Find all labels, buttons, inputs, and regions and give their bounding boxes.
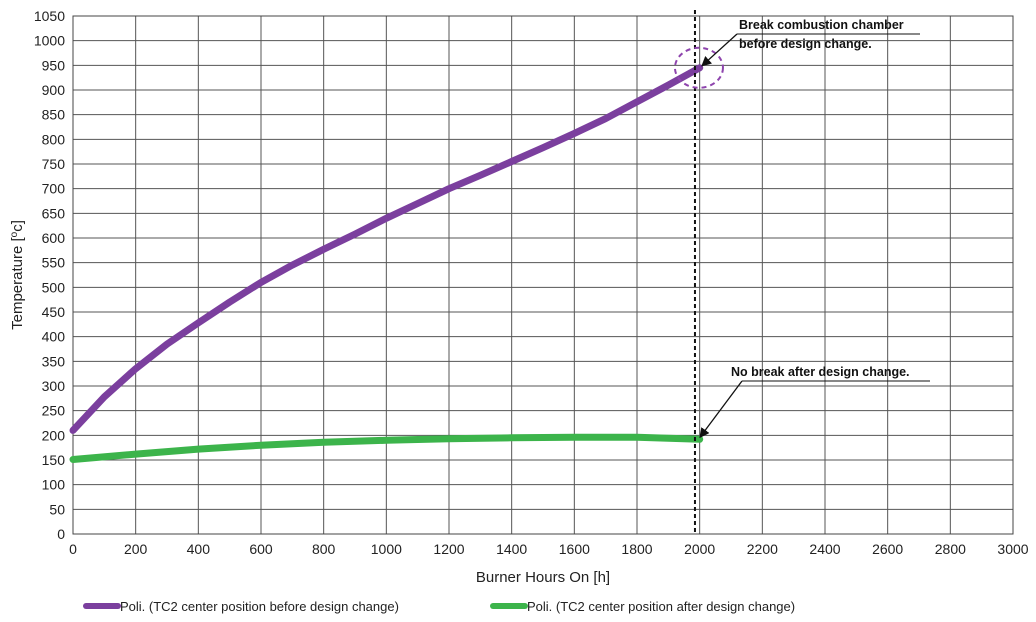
y-tick-label: 350 xyxy=(42,353,66,369)
y-axis-title: Temperature [oc] xyxy=(9,220,27,330)
y-tick-label: 750 xyxy=(42,156,66,172)
y-tick-label: 250 xyxy=(42,403,66,419)
y-tick-label: 950 xyxy=(42,57,66,73)
y-tick-label: 450 xyxy=(42,304,66,320)
legend-item-after: Poli. (TC2 center position after design … xyxy=(490,599,795,614)
legend-label-before: Poli. (TC2 center position before design… xyxy=(120,599,399,614)
y-axis-title-unit: c] xyxy=(9,220,26,232)
x-tick-label: 3000 xyxy=(997,541,1028,557)
annotations: Break combustion chamber before design ch… xyxy=(673,18,930,439)
y-tick-label: 1050 xyxy=(34,8,65,24)
y-tick-label: 100 xyxy=(42,477,66,493)
break-annotation-line-1: Break combustion chamber xyxy=(739,18,904,32)
y-tick-label: 800 xyxy=(42,131,66,147)
y-tick-label: 1000 xyxy=(34,33,65,49)
y-tick-label: 300 xyxy=(42,378,66,394)
x-tick-label: 1000 xyxy=(371,541,402,557)
x-tick-label: 2000 xyxy=(684,541,715,557)
y-tick-label: 900 xyxy=(42,82,66,98)
x-tick-label: 2800 xyxy=(935,541,966,557)
x-tick-label: 1600 xyxy=(559,541,590,557)
break-annotation-line-2: before design change. xyxy=(739,37,872,51)
grid-lines xyxy=(72,15,1014,535)
x-tick-label: 2200 xyxy=(747,541,778,557)
y-axis-title-main: Temperature [ xyxy=(9,237,26,330)
y-tick-label: 0 xyxy=(57,526,65,542)
y-tick-label: 700 xyxy=(42,181,66,197)
x-tick-label: 2400 xyxy=(809,541,840,557)
break-arrow xyxy=(701,33,738,67)
legend-item-before: Poli. (TC2 center position before design… xyxy=(83,599,399,614)
x-tick-label: 1400 xyxy=(496,541,527,557)
x-tick-label: 800 xyxy=(312,541,336,557)
x-tick-label: 1800 xyxy=(621,541,652,557)
x-tick-label: 400 xyxy=(187,541,211,557)
x-tick-label: 1200 xyxy=(433,541,464,557)
legend-label-after: Poli. (TC2 center position after design … xyxy=(527,599,795,614)
y-tick-label: 200 xyxy=(42,427,66,443)
legend: Poli. (TC2 center position before design… xyxy=(83,599,795,614)
plot-frame xyxy=(72,15,1014,535)
y-tick-label: 650 xyxy=(42,205,66,221)
x-tick-label: 2600 xyxy=(872,541,903,557)
y-tick-label: 50 xyxy=(49,501,65,517)
x-tick-label: 600 xyxy=(249,541,273,557)
y-axis-title-degree: o xyxy=(9,231,20,237)
x-tick-label: 200 xyxy=(124,541,148,557)
no-break-annotation: No break after design change. xyxy=(731,365,910,379)
y-tick-label: 600 xyxy=(42,230,66,246)
no-break-arrow xyxy=(699,380,743,439)
tick-labels: 0 200 400 600 800 1000 1200 1400 1600 1800 2000 220… xyxy=(34,8,1029,557)
y-tick-label: 150 xyxy=(42,452,66,468)
x-tick-label: 0 xyxy=(69,541,77,557)
y-tick-label: 850 xyxy=(42,107,66,123)
y-tick-label: 550 xyxy=(42,255,66,271)
series-line-before xyxy=(69,64,704,434)
series-line-after xyxy=(69,433,704,463)
x-axis-title: Burner Hours On [h] xyxy=(476,569,610,586)
data-series xyxy=(69,64,704,463)
y-tick-label: 400 xyxy=(42,329,66,345)
break-circle-marker xyxy=(673,46,724,89)
y-tick-label: 500 xyxy=(42,279,66,295)
